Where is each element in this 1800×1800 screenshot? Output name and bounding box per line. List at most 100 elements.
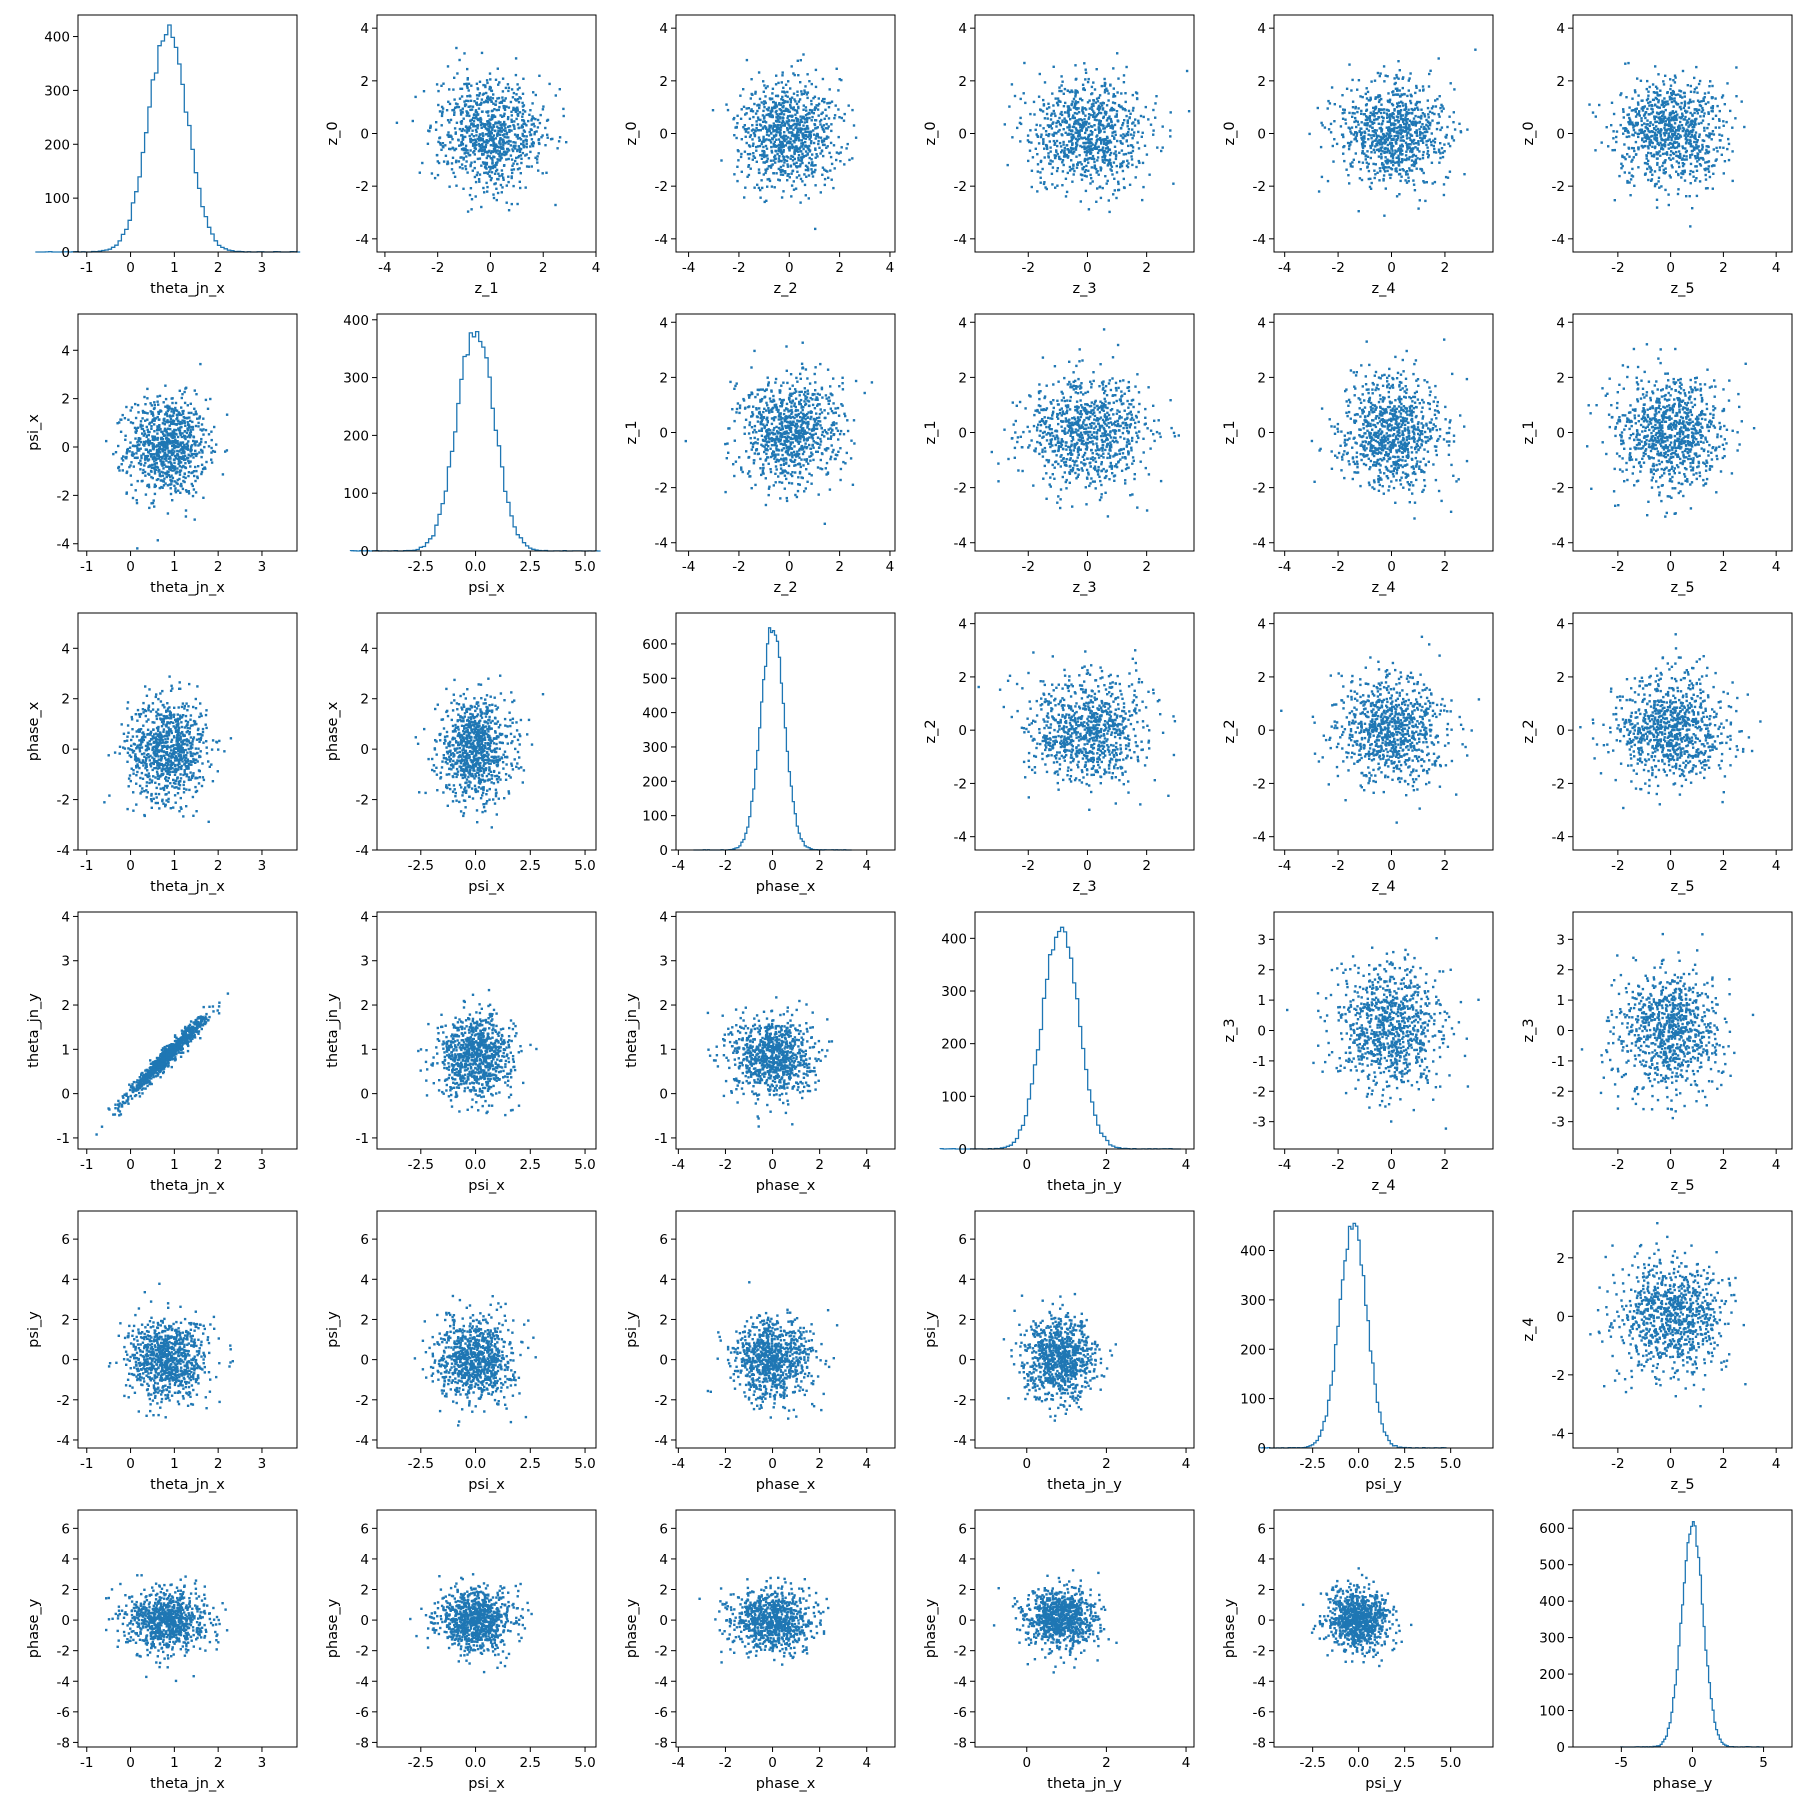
scatter-point [183, 1030, 187, 1033]
scatter-point [153, 467, 156, 471]
scatter-point [486, 1064, 489, 1067]
y-tick-label: 200 [642, 774, 668, 790]
scatter-point [471, 772, 474, 776]
scatter-point [200, 423, 204, 426]
scatter-point [761, 1036, 764, 1040]
x-tick-label: 5.0 [574, 858, 595, 874]
scatter-point [515, 721, 518, 724]
scatter-point [158, 766, 161, 770]
scatter-point [173, 770, 177, 773]
y-tick-label: 2 [61, 692, 70, 708]
scatter-point [165, 793, 168, 796]
scatter-point [192, 772, 195, 775]
scatter-point [506, 1084, 509, 1087]
scatter-point [457, 743, 460, 747]
scatter-point [441, 1090, 444, 1094]
scatter-point [146, 428, 149, 431]
scatter-point [498, 1091, 501, 1094]
scatter-point [468, 1089, 472, 1092]
scatter-point [473, 749, 476, 753]
scatter-point [469, 712, 472, 716]
scatter-point [491, 1036, 494, 1039]
scatter-point [169, 475, 172, 479]
scatter-point [467, 1050, 471, 1053]
scatter-point [497, 1063, 500, 1067]
scatter-point [806, 1040, 809, 1043]
scatter-point [464, 723, 467, 727]
scatter-point [480, 1020, 483, 1023]
scatter-point [459, 743, 462, 746]
scatter-point [177, 787, 180, 790]
scatter-point [481, 774, 484, 778]
scatter-point [156, 708, 160, 711]
scatter-point [156, 1064, 159, 1068]
scatter-point [486, 735, 490, 739]
scatter-point [444, 739, 447, 743]
scatter-point [155, 1056, 159, 1060]
scatter-point [474, 728, 477, 731]
scatter-point [491, 719, 494, 723]
scatter-point [161, 689, 164, 693]
scatter-point [487, 1069, 490, 1072]
scatter-point [469, 1036, 472, 1039]
scatter-point [167, 731, 170, 734]
x-tick-label: 2 [1102, 1157, 1111, 1173]
scatter-point [186, 435, 189, 439]
scatter-point [506, 1053, 509, 1056]
scatter-point [171, 442, 174, 445]
scatter-point [173, 1043, 176, 1046]
scatter-point [451, 709, 455, 712]
scatter-point [423, 727, 426, 731]
scatter-point [478, 778, 482, 782]
scatter-point [139, 1079, 143, 1082]
scatter-point [192, 719, 196, 723]
scatter-point [124, 1101, 127, 1104]
scatter-point [474, 787, 477, 790]
scatter-point [488, 769, 491, 772]
scatter-point [494, 1029, 497, 1032]
scatter-point [479, 797, 483, 800]
scatter-point [461, 1059, 464, 1062]
scatter-point [465, 727, 468, 730]
scatter-point [171, 430, 174, 433]
scatter-point [474, 1029, 478, 1032]
scatter-point [156, 415, 159, 419]
scatter-point [182, 464, 185, 468]
scatter-point [167, 732, 171, 736]
scatter-point [206, 1019, 210, 1022]
scatter-point [204, 441, 207, 444]
scatter-point [157, 792, 161, 796]
scatter-point [503, 1075, 507, 1078]
scatter-point [161, 474, 165, 477]
scatter-point [165, 459, 168, 462]
scatter-point [146, 1084, 149, 1088]
scatter-point [488, 704, 491, 707]
scatter-point [179, 777, 183, 780]
scatter-point [445, 1054, 449, 1057]
scatter-point [467, 741, 470, 744]
axes-frame [675, 612, 896, 851]
scatter-point [199, 736, 203, 739]
scatter-point [479, 719, 482, 722]
scatter-point [488, 709, 491, 712]
scatter-point [165, 723, 168, 726]
scatter-point [201, 449, 204, 452]
scatter-point [496, 720, 500, 723]
scatter-point [460, 724, 464, 727]
scatter-point [474, 709, 477, 713]
scatter-point [480, 711, 484, 715]
scatter-point [157, 478, 160, 481]
scatter-point [107, 754, 110, 757]
scatter-point [508, 1039, 511, 1042]
scatter-point [505, 735, 508, 739]
scatter-point [496, 758, 499, 762]
scatter-point [461, 1021, 464, 1024]
scatter-point [456, 751, 459, 754]
scatter-point [480, 726, 484, 729]
scatter-point [229, 737, 233, 740]
scatter-point [166, 484, 170, 487]
scatter-point [447, 1095, 451, 1098]
scatter-point [205, 460, 208, 464]
scatter-point [504, 1065, 507, 1069]
scatter-point [198, 715, 201, 719]
